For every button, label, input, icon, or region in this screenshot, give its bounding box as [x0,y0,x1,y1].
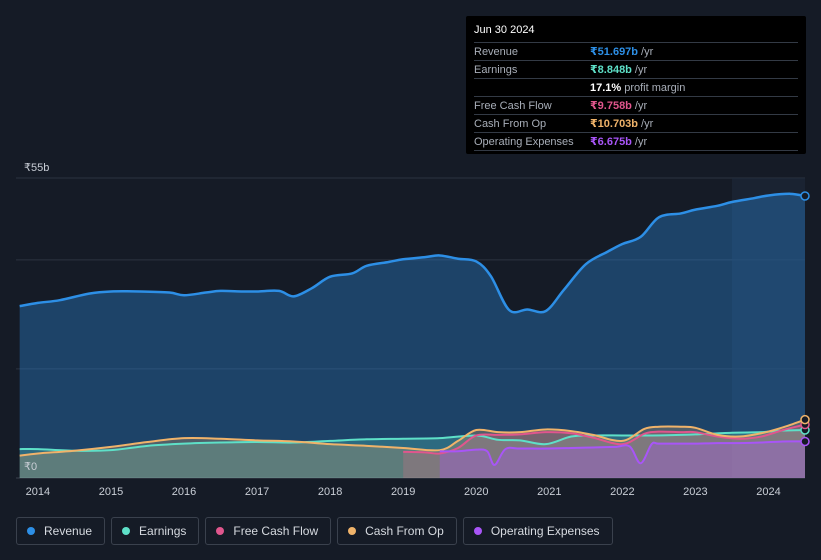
tooltip-row-unit: /yr [641,117,654,130]
series-endpoints [800,191,810,447]
tooltip-row-value: ₹9.758b [590,100,632,112]
legend-item-operating-expenses[interactable]: Operating Expenses [462,517,613,545]
tooltip-row-value: ₹6.675b [590,136,632,148]
tooltip-row: 17.1% profit margin [474,79,798,97]
series-endpoint-cash-from-op [800,414,810,425]
tooltip-row-value: ₹51.697b [590,46,639,58]
series-line-operating-expenses [439,440,806,466]
chart-legend: Revenue Earnings Free Cash Flow Cash From O… [16,517,613,545]
chart-area: ₹55b ₹0 2014 2015 2016 2017 2018 2019 2020 2021… [16,162,810,498]
legend-label: Earnings [139,524,187,538]
x-axis-ticks: 2014 2015 2016 2017 2018 2019 2020 2021 2022 2023… [26,486,781,498]
x-tick-label-2018: 2018 [318,486,342,498]
x-tick-label-2014: 2014 [26,486,50,498]
tooltip-row-label: Operating Expenses [474,135,574,148]
series-endpoint-operating-expenses [800,436,810,447]
series-line-free-cash-flow [403,423,806,455]
x-tick-label-2019: 2019 [391,486,415,498]
tooltip-row: Free Cash Flow ₹9.758b/yr [474,97,798,115]
tooltip-panel: Jun 30 2024 Revenue ₹51.697b/yr Earnings ₹8… [466,16,806,154]
tooltip-row-unit: /yr [641,45,654,58]
tooltip-row-unit: /yr [634,63,648,76]
y-axis-top-label: ₹55b [24,162,49,174]
legend-dot-icon [122,527,131,535]
series-lines [19,192,806,466]
tooltip-row: Earnings ₹8.848b/yr [474,61,798,79]
tooltip-row-unit: /yr [634,99,648,112]
tooltip-row-unit: /yr [634,135,648,148]
grid-lines [16,177,805,479]
tooltip-row-value: ₹8.848b [590,64,632,76]
legend-label: Cash From Op [365,524,444,538]
tooltip-row-value: ₹10.703b [590,118,639,130]
x-tick-label-2022: 2022 [610,486,634,498]
legend-dot-icon [473,527,482,535]
x-tick-label-2015: 2015 [99,486,123,498]
legend-dot-icon [216,527,225,535]
tooltip-row-label: Free Cash Flow [474,99,552,112]
x-tick-label-2020: 2020 [464,486,488,498]
series-area-free-cash-flow [403,424,805,478]
series-area-revenue [19,193,806,479]
series-line-revenue [19,192,806,314]
tooltip-rows: Revenue ₹51.697b/yr Earnings ₹8.848b/yr 17.1… [474,43,798,151]
x-tick-label-2016: 2016 [172,486,196,498]
legend-item-free-cash-flow[interactable]: Free Cash Flow [205,517,332,545]
tooltip-row: Revenue ₹51.697b/yr [474,43,798,61]
series-endpoint-revenue [800,191,810,201]
tooltip-row-label: Cash From Op [474,117,547,130]
x-tick-label-2023: 2023 [683,486,707,498]
tooltip-row-unit: profit margin [624,81,686,94]
series-area-operating-expenses [439,441,805,478]
legend-item-cash-from-op[interactable]: Cash From Op [337,517,457,545]
legend-dot-icon [27,527,35,535]
legend-item-revenue[interactable]: Revenue [16,517,106,545]
tooltip-row-label: Revenue [474,45,519,58]
x-tick-label-2024: 2024 [756,486,780,498]
tooltip-row: Cash From Op ₹10.703b/yr [474,115,798,133]
tooltip-date: Jun 30 2024 [474,22,798,43]
legend-label: Free Cash Flow [233,524,319,538]
tooltip-row: Operating Expenses ₹6.675b/yr [474,133,798,151]
x-tick-label-2017: 2017 [245,486,269,498]
y-axis-bottom-label: ₹0 [24,461,37,473]
legend-label: Operating Expenses [490,524,600,538]
legend-dot-icon [348,527,357,535]
series-line-cash-from-op [19,418,806,457]
tooltip-row-value: 17.1% [590,81,622,94]
tooltip-row-label: Earnings [474,63,518,76]
legend-label: Revenue [44,524,93,538]
legend-item-earnings[interactable]: Earnings [111,517,200,545]
x-tick-label-2021: 2021 [537,486,561,498]
